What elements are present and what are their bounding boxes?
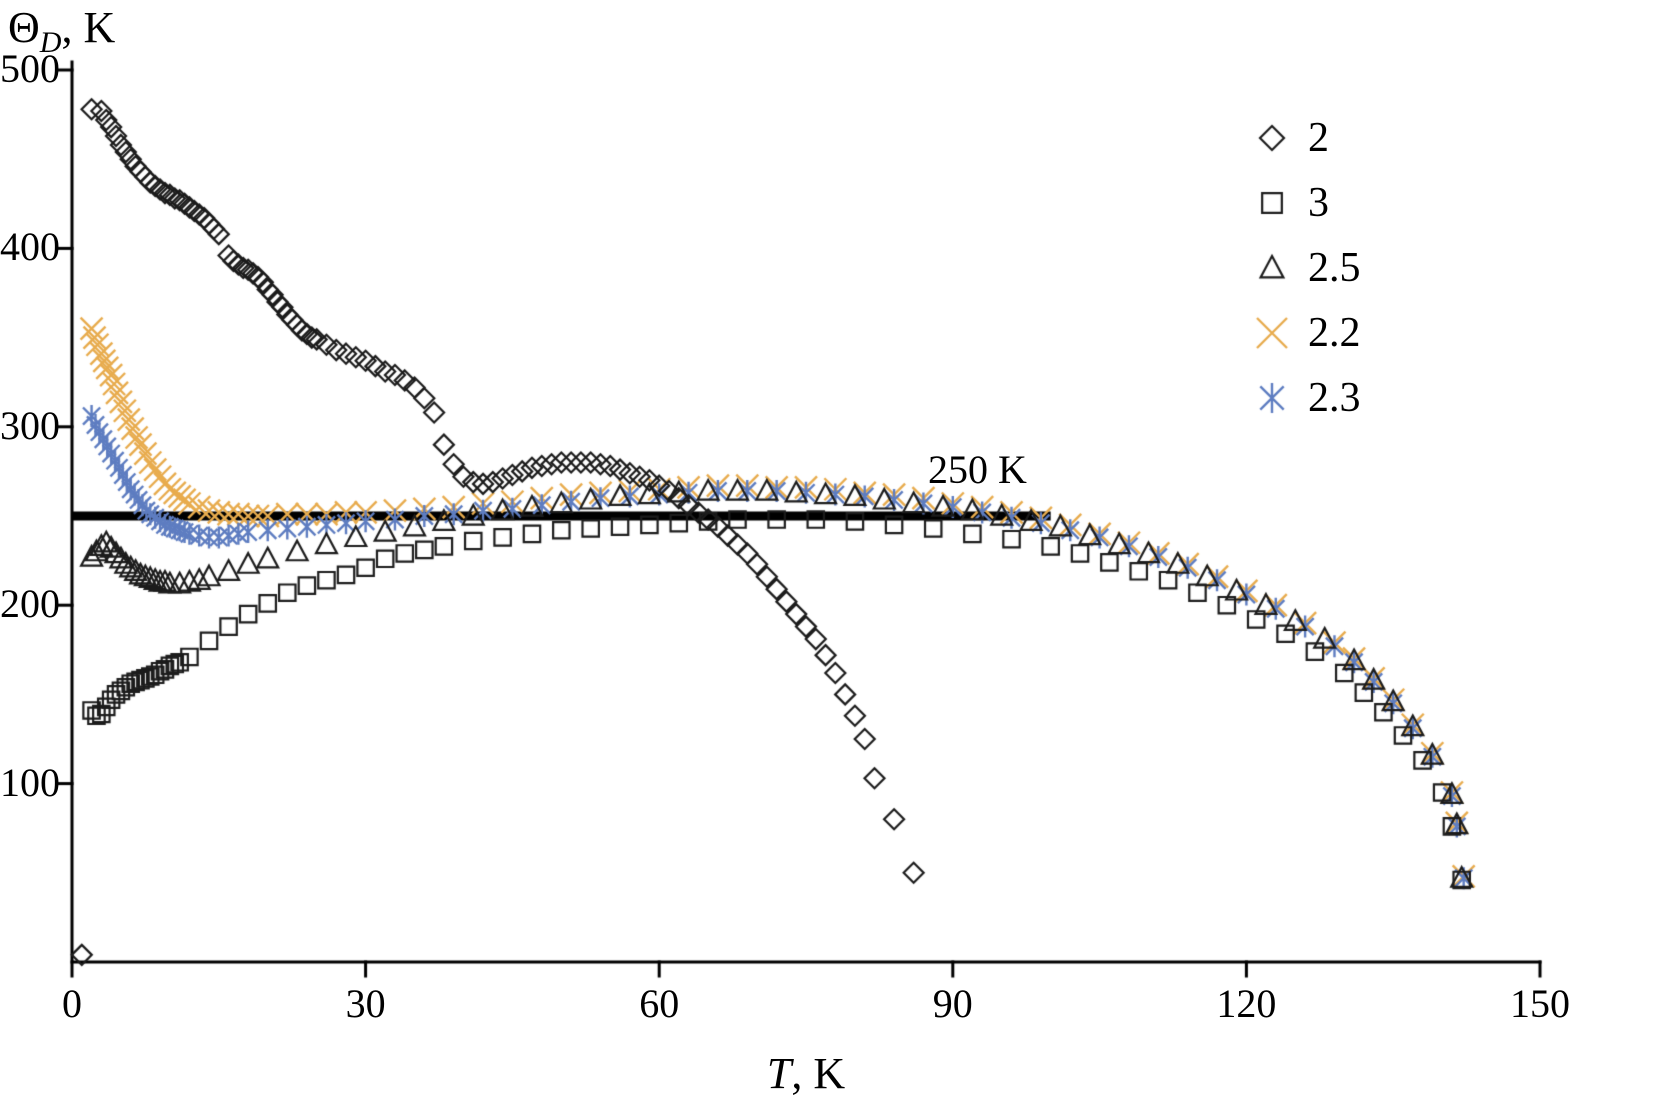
y-tick-label: 300	[0, 402, 60, 448]
square-marker-icon	[1250, 181, 1294, 225]
y-tick-label: 100	[0, 759, 60, 805]
legend-label: 2	[1308, 115, 1329, 161]
x-tick-label: 150	[1510, 981, 1570, 1026]
x-marker-icon	[1250, 311, 1294, 355]
y-tick-label: 400	[0, 224, 60, 270]
legend-label: 2.2	[1308, 310, 1361, 356]
legend-entry-2-3: 2.3	[1250, 375, 1361, 421]
x-tick-label: 90	[932, 981, 973, 1026]
diamond-marker-icon	[1250, 116, 1294, 160]
y-axis-unit: , K	[61, 3, 116, 52]
x-tick-label: 0	[62, 981, 82, 1026]
x-tick-label: 120	[1216, 981, 1277, 1026]
x-axis-symbol: T	[766, 1049, 792, 1098]
legend-entry-2: 2	[1250, 115, 1361, 161]
legend-entry-2-5: 2.5	[1250, 245, 1361, 291]
x-tick-label: 60	[639, 981, 680, 1026]
y-tick-label: 200	[0, 581, 60, 627]
asterisk-marker-icon	[1250, 376, 1294, 420]
y-axis-subscript: D	[39, 26, 62, 59]
x-tick-label: 30	[345, 981, 386, 1026]
reference-line-label: 250 K	[928, 447, 1027, 492]
x-axis-unit: , K	[791, 1049, 846, 1098]
legend-entry-3: 3	[1250, 180, 1361, 226]
legend-label: 2.5	[1308, 245, 1361, 291]
legend-label: 3	[1308, 180, 1329, 226]
y-axis-symbol: Θ	[8, 3, 40, 52]
x-axis-title: T, K	[72, 1048, 1540, 1099]
y-axis-title: ΘD, K	[8, 2, 115, 60]
legend-label: 2.3	[1308, 375, 1361, 421]
legend: 2 3 2.5 2.2 2.3	[1250, 115, 1361, 441]
triangle-marker-icon	[1250, 246, 1294, 290]
y-tick-label: 500	[0, 46, 60, 91]
legend-entry-2-2: 2.2	[1250, 310, 1361, 356]
